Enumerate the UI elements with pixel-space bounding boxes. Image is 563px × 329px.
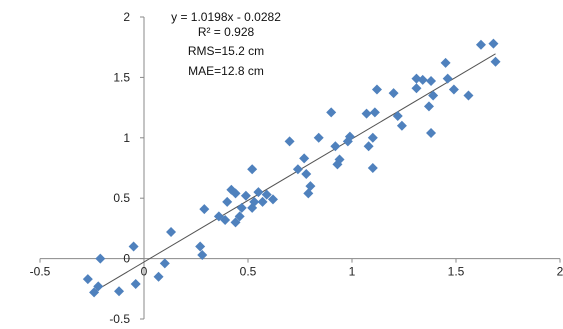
data-point — [240, 190, 251, 201]
data-point — [330, 141, 341, 152]
y-tick-label: 1 — [123, 131, 130, 145]
data-point — [93, 281, 104, 292]
data-point — [448, 84, 459, 95]
data-point — [153, 271, 164, 282]
data-point — [197, 249, 208, 260]
data-point — [426, 127, 437, 138]
equation-text: y = 1.0198x - 0.0282 — [171, 10, 281, 24]
data-point — [261, 189, 272, 200]
data-point — [257, 196, 268, 207]
data-point — [299, 153, 310, 164]
data-point — [95, 253, 106, 264]
data-point — [428, 90, 439, 101]
data-point — [334, 154, 345, 165]
data-point — [166, 227, 177, 238]
data-point — [253, 187, 264, 198]
x-tick-label: 1 — [349, 265, 356, 279]
data-point — [440, 57, 451, 68]
r-squared-text: R² = 0.928 — [198, 25, 255, 39]
data-point — [159, 258, 170, 269]
data-point — [490, 56, 501, 67]
data-point — [128, 241, 139, 252]
data-point — [195, 241, 206, 252]
x-tick-label: 1.5 — [448, 265, 465, 279]
data-point — [396, 120, 407, 131]
data-point — [284, 136, 295, 147]
data-point — [371, 84, 382, 95]
data-point — [344, 131, 355, 142]
data-point — [417, 74, 428, 85]
y-tick-label: -0.5 — [109, 312, 130, 326]
data-point — [411, 73, 422, 84]
data-point — [230, 188, 241, 199]
data-point — [463, 90, 474, 101]
data-point — [305, 181, 316, 192]
data-point — [82, 274, 93, 285]
data-point — [303, 188, 314, 199]
data-point — [130, 278, 141, 289]
y-tick-label: 0 — [123, 252, 130, 266]
axes-group — [39, 16, 561, 320]
data-point — [361, 108, 372, 119]
data-point — [301, 169, 312, 180]
equation-annotation: y = 1.0198x - 0.0282 R² = 0.928 RMS=15.2… — [171, 10, 281, 78]
data-point — [392, 111, 403, 122]
x-tick-label: 0.5 — [240, 265, 257, 279]
tick-labels-group: -0.5 0 0.5 1 1.5 2 -0.5 0 0.5 1 1.5 2 — [30, 10, 563, 326]
data-points-group — [82, 38, 501, 298]
data-point — [388, 88, 399, 99]
data-point — [367, 163, 378, 173]
rms-text: RMS=15.2 cm — [188, 44, 264, 58]
data-point — [313, 132, 324, 143]
data-point — [488, 38, 499, 49]
data-point — [423, 101, 434, 112]
data-point — [292, 164, 303, 175]
trendline — [91, 53, 496, 294]
data-point — [220, 214, 231, 225]
y-tick-label: 2 — [123, 10, 130, 24]
data-point — [249, 196, 260, 207]
data-point — [236, 202, 247, 213]
data-point — [475, 39, 486, 50]
trendline-group — [91, 53, 496, 294]
data-point — [367, 132, 378, 143]
y-tick-label: 0.5 — [113, 191, 130, 205]
data-point — [267, 194, 278, 205]
data-point — [442, 73, 453, 84]
x-tick-label: 0 — [141, 265, 148, 279]
data-point — [89, 287, 100, 298]
data-point — [234, 211, 245, 222]
data-point — [363, 141, 374, 152]
data-point — [326, 107, 337, 118]
data-point — [426, 76, 437, 87]
mae-text: MAE=12.8 cm — [188, 64, 264, 78]
data-point — [222, 196, 233, 207]
data-point — [247, 164, 258, 175]
y-tick-label: 1.5 — [113, 70, 130, 84]
data-point — [230, 217, 241, 228]
data-point — [411, 83, 422, 94]
data-point — [369, 107, 380, 118]
x-tick-label: 2 — [557, 265, 563, 279]
data-point — [114, 286, 125, 297]
x-tick-label: -0.5 — [30, 265, 51, 279]
data-point — [199, 204, 210, 215]
